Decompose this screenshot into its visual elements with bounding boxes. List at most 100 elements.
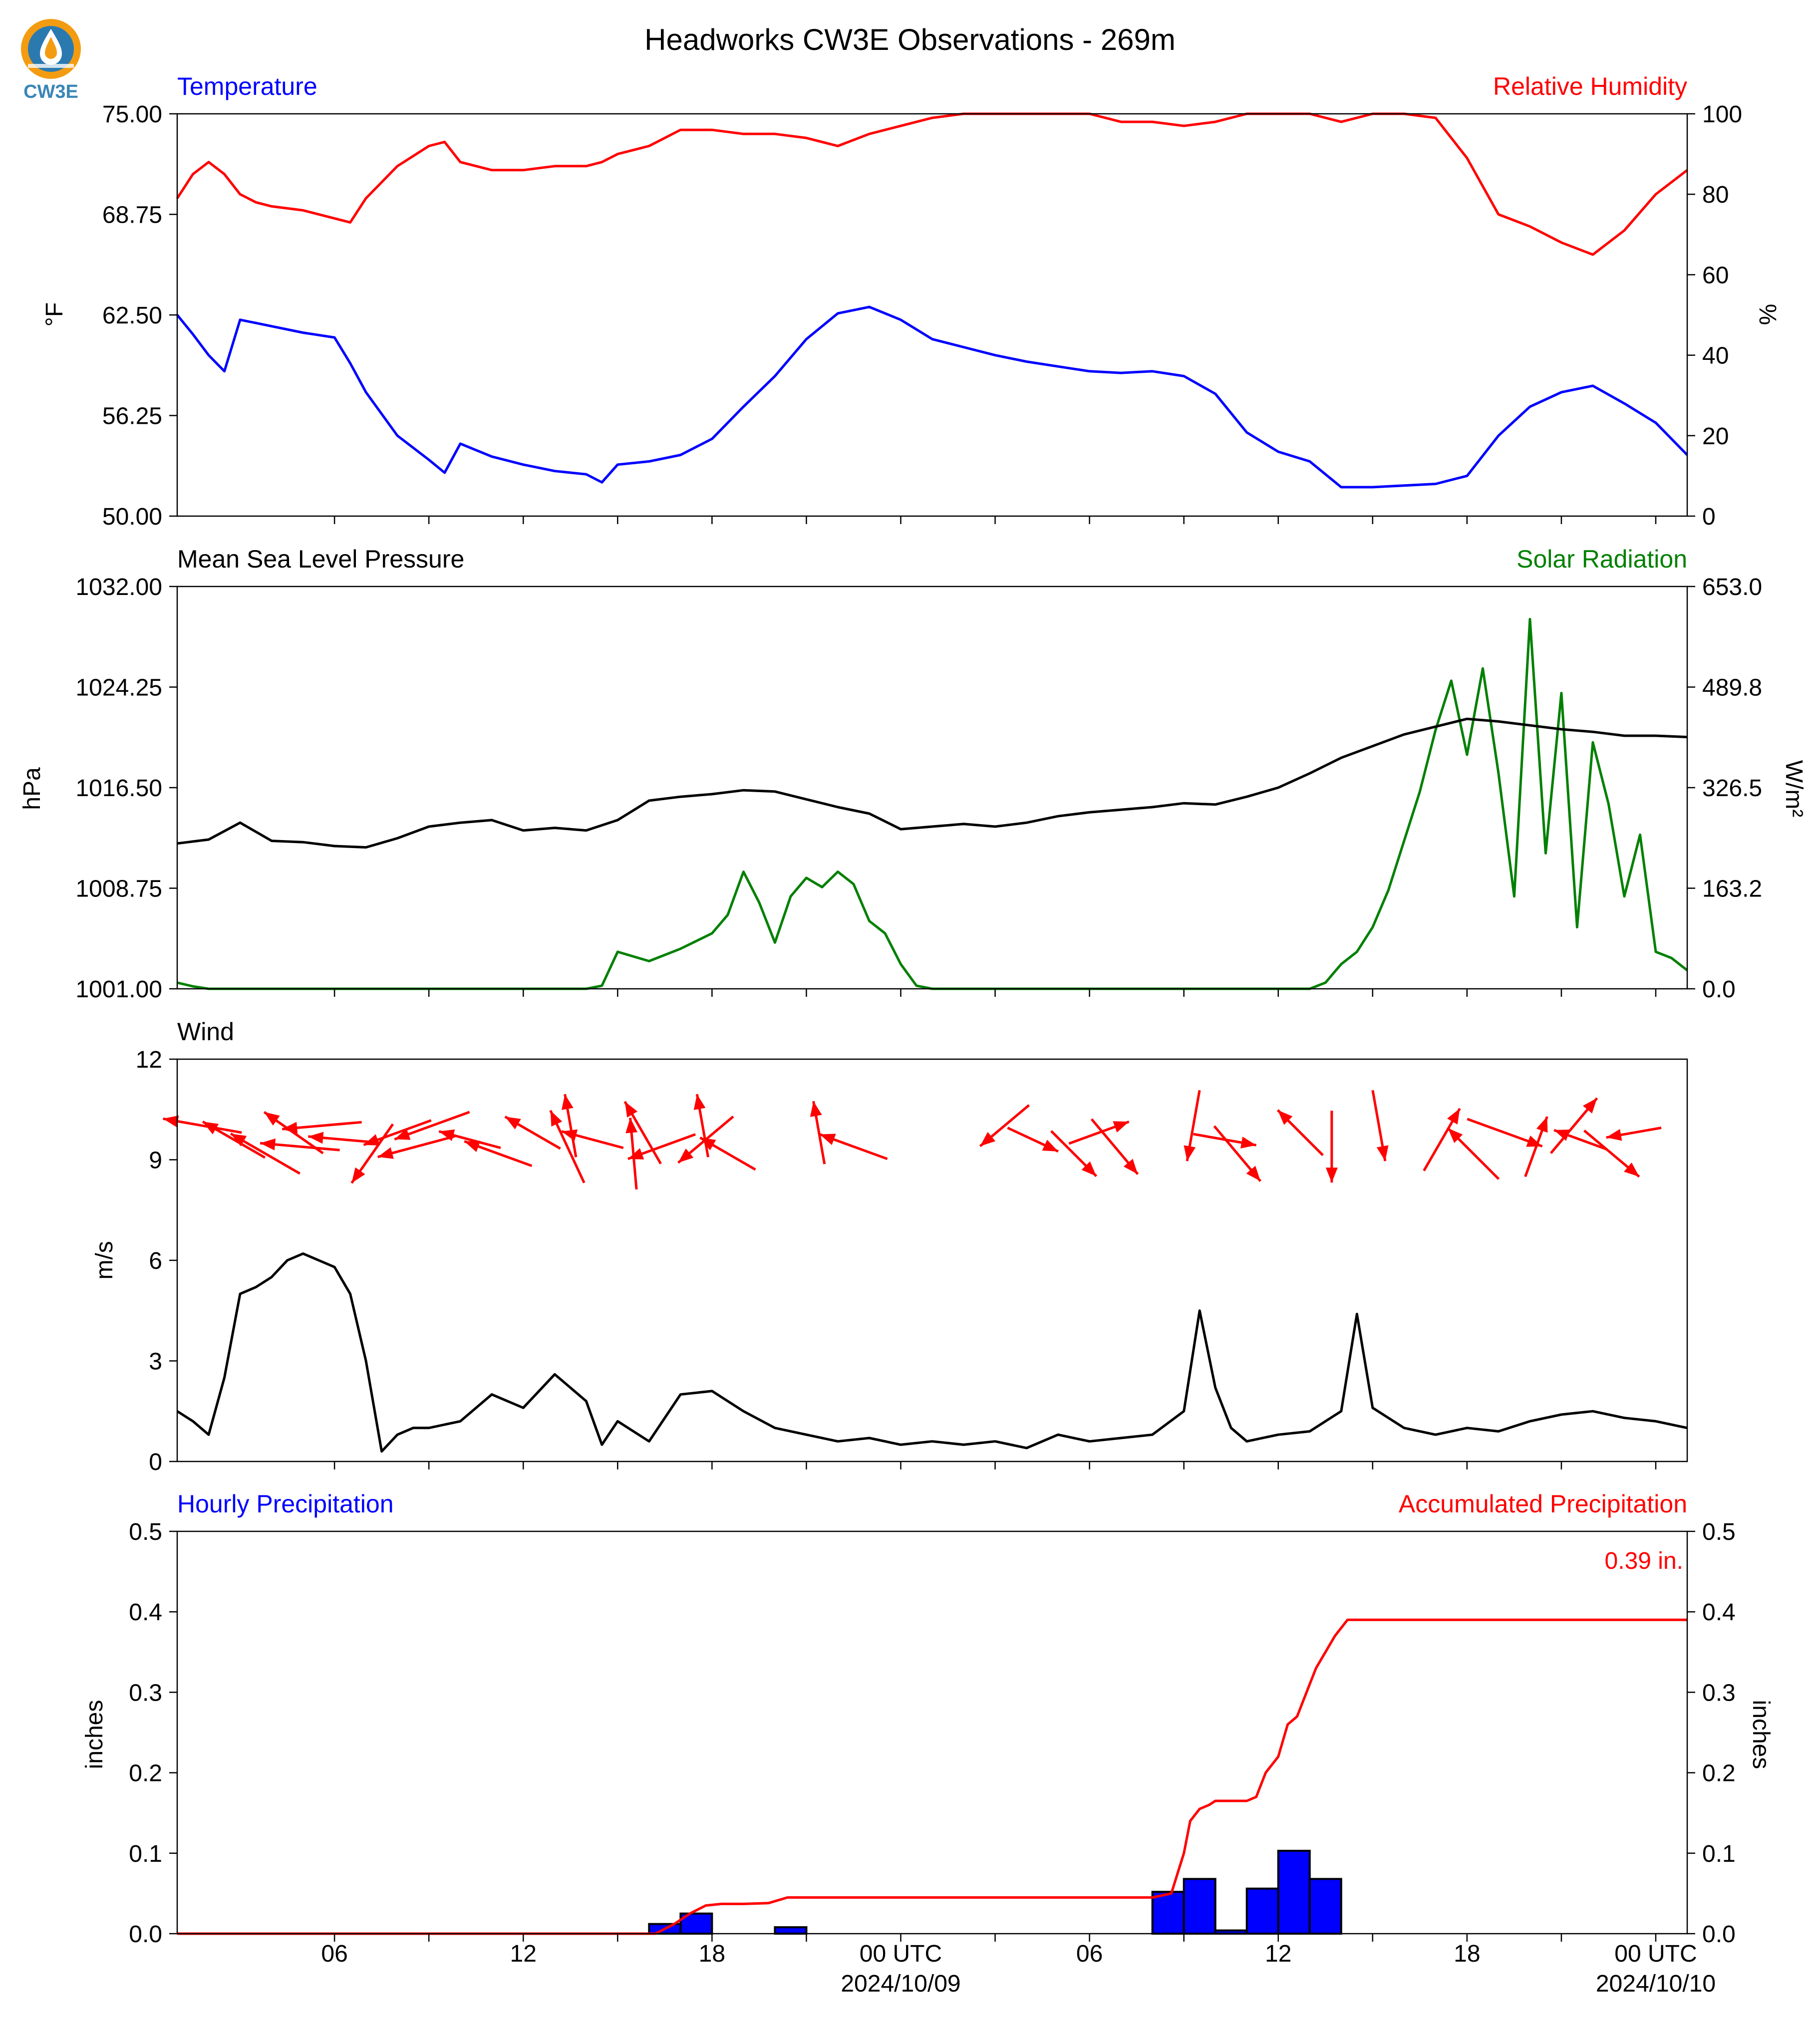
temperature-tick-label: 68.75 [102, 202, 162, 229]
wind-direction-arrow [363, 1119, 432, 1147]
pressure-title: Mean Sea Level Pressure [177, 545, 464, 573]
wind-tick-label: 9 [149, 1148, 162, 1174]
accum-precip-tick-label: 0.5 [1702, 1519, 1736, 1545]
hourly-precip-tick-label: 0.1 [129, 1841, 162, 1867]
temperature-line [176, 305, 1688, 489]
wind-arrow-head [1448, 1128, 1463, 1143]
wind-arrow-head [351, 1167, 365, 1183]
wind-arrow-head [810, 1101, 822, 1117]
hourly-precip-tick-label: 0.0 [129, 1921, 162, 1948]
accum-precip-tick-label: 0.4 [1702, 1599, 1736, 1626]
humidity-title: Relative Humidity [1493, 72, 1687, 100]
hourly-precip-bar [774, 1926, 808, 1935]
wind-direction-arrow [1007, 1127, 1059, 1153]
pressure-axis-label: hPa [19, 767, 45, 810]
solar-tick-label: 653.0 [1702, 574, 1762, 600]
wind-arrow-head [1042, 1140, 1058, 1152]
solar-axis-label: W/m² [1781, 760, 1807, 818]
wind-direction-arrow [1184, 1090, 1201, 1161]
solar-tick-label: 326.5 [1702, 775, 1762, 802]
wind-arrow-head [1606, 1129, 1622, 1141]
wind-arrow-head [562, 1129, 578, 1141]
panel-temperature-humidity: Temperature Relative Humidity 50.00 56.25… [41, 72, 1781, 530]
wind-direction-arrow [1325, 1111, 1338, 1183]
wind-direction-arrow [1549, 1097, 1598, 1154]
x-tick-label: 18 [699, 1941, 725, 1967]
wind-direction-arrow [202, 1121, 266, 1159]
wind-direction-arrow [625, 1118, 638, 1190]
wind-title: Wind [177, 1018, 234, 1046]
panel2-frame [176, 585, 1688, 990]
cw3e-logo: CW3E [21, 19, 81, 102]
wind-arrow-head [260, 1138, 276, 1151]
x-date-label: 2024/10/09 [841, 1971, 960, 1997]
wind-direction-arrow [260, 1138, 340, 1152]
hourly-precip-axis-label: inches [81, 1700, 108, 1769]
wind-arrow-head [377, 1147, 394, 1159]
accum-precip-tick-label: 0.0 [1702, 1921, 1736, 1948]
wind-arrow-head [363, 1134, 380, 1146]
temperature-tick-label: 62.50 [102, 302, 162, 329]
wind-direction-arrow [1524, 1116, 1548, 1177]
wind-arrow-head [1113, 1121, 1129, 1133]
wind-arrow-head [308, 1132, 324, 1144]
wind-arrow-head [231, 1134, 247, 1147]
wind-direction-arrow [1193, 1133, 1257, 1149]
wind-direction-arrow [1606, 1127, 1662, 1141]
wind-direction-arrow [627, 1133, 696, 1160]
wind-arrow-head [505, 1117, 521, 1130]
wind-arrow-head [625, 1118, 638, 1134]
total-precip-label: 0.39 in. [1605, 1548, 1683, 1574]
wind-direction-arrow [1276, 1109, 1324, 1157]
chart-title: Headworks CW3E Observations - 269m [644, 23, 1176, 56]
wind-direction-arrow [263, 1111, 324, 1155]
panel-pressure-solar: Mean Sea Level Pressure Solar Radiation … [19, 545, 1807, 1003]
hourly-precip-tick-label: 0.2 [129, 1760, 162, 1787]
wind-arrow-head [1240, 1137, 1256, 1149]
wind-arrow-head [203, 1122, 219, 1135]
x-axis-ticks: 06 12 18 00 UTC 2024/10/09 06 12 18 00 UTC 2024/1… [321, 516, 1716, 1997]
wind-arrow-head [820, 1134, 836, 1146]
wind-arrow-head [1376, 1145, 1389, 1161]
wind-direction-arrow [1068, 1120, 1130, 1145]
pressure-tick-label: 1032.00 [75, 574, 162, 600]
panel4-tick-labels: 0.0 0.1 0.2 0.3 0.4 0.5 0.0 0.1 0.2 0.3 0.4 0.5 [129, 1519, 1735, 1948]
wind-arrow-head [1447, 1108, 1460, 1125]
accum-precip-tick-label: 0.3 [1702, 1680, 1736, 1706]
wind-direction-arrow [693, 1094, 710, 1158]
temperature-axis-label: °F [41, 302, 68, 327]
wind-tick-label: 3 [149, 1349, 162, 1375]
wind-arrow-head [1536, 1117, 1548, 1133]
humidity-tick-label: 20 [1702, 423, 1729, 450]
wind-arrow-head [550, 1110, 563, 1127]
wind-direction-arrow [561, 1129, 624, 1150]
wind-tick-label: 0 [149, 1449, 162, 1475]
humidity-line [176, 112, 1688, 256]
panel1-tick-labels: 50.00 56.25 62.50 68.75 75.00 0 20 40 60 80 100 [102, 101, 1742, 530]
wind-direction-arrow [623, 1101, 662, 1164]
wind-direction-arrow [1050, 1130, 1098, 1177]
humidity-tick-label: 60 [1702, 262, 1729, 289]
x-tick-label: 00 UTC [860, 1941, 942, 1967]
panel4-frame [176, 1530, 1688, 1935]
wind-direction-arrow [464, 1140, 533, 1167]
hourly-precip-bar [1245, 1887, 1279, 1935]
wind-arrow-head [1184, 1145, 1196, 1161]
temperature-title: Temperature [177, 72, 317, 100]
temperature-tick-label: 56.25 [102, 403, 162, 430]
panel4-series [177, 1618, 1687, 1935]
wind-direction-arrow [810, 1101, 826, 1164]
wind-arrow-head [163, 1115, 179, 1128]
x-tick-label: 00 UTC [1614, 1941, 1697, 1967]
pressure-tick-label: 1024.25 [75, 675, 162, 701]
wind-direction-arrow [1090, 1118, 1139, 1175]
humidity-tick-label: 100 [1702, 101, 1742, 128]
solar-tick-label: 163.2 [1702, 876, 1762, 902]
wind-direction-arrow [504, 1116, 561, 1150]
hourly-precip-tick-label: 0.5 [129, 1519, 162, 1545]
x-date-label: 2024/10/10 [1596, 1971, 1716, 1997]
wind-direction-arrow [394, 1111, 470, 1141]
wind-direction-arrow [377, 1135, 455, 1159]
accum-precip-tick-label: 0.2 [1702, 1760, 1736, 1787]
